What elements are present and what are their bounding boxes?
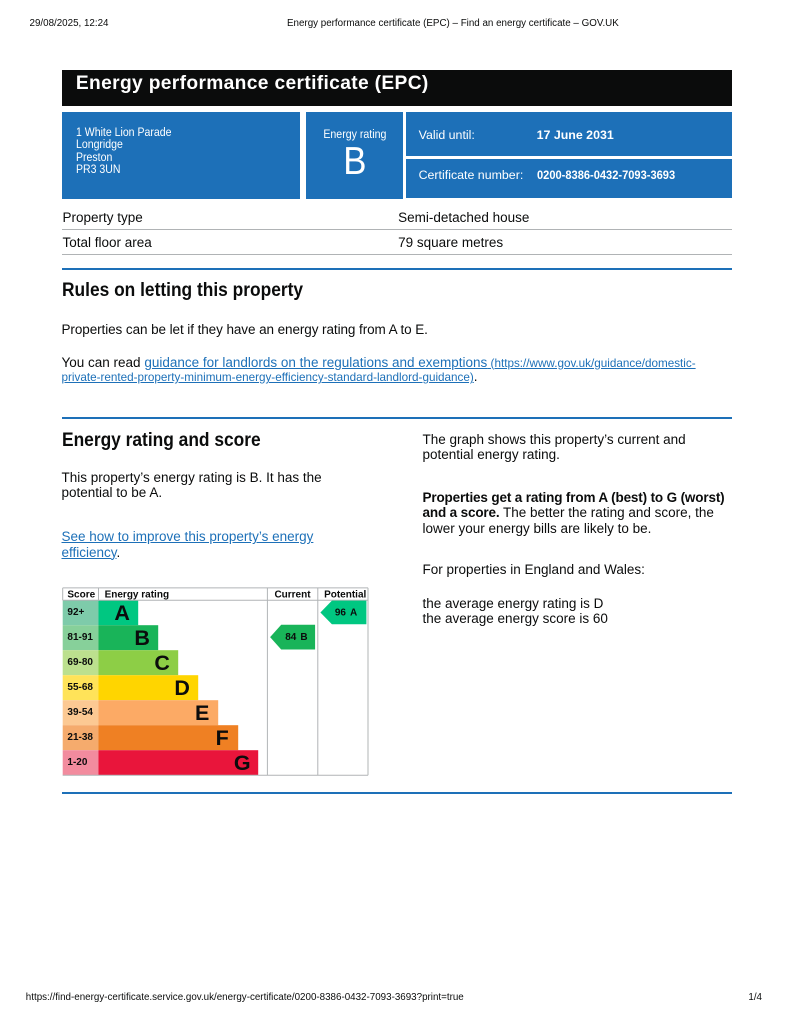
svg-text:Score: Score — [67, 590, 95, 601]
svg-text:A: A — [350, 607, 357, 618]
svg-text:D: D — [174, 676, 190, 700]
svg-text:84: 84 — [285, 632, 297, 643]
svg-text:E: E — [195, 701, 209, 725]
svg-text:B: B — [300, 632, 307, 643]
svg-text:92+: 92+ — [67, 607, 84, 618]
svg-text:C: C — [154, 651, 170, 675]
svg-text:81-91: 81-91 — [67, 632, 93, 643]
svg-text:G: G — [234, 751, 251, 775]
svg-text:1-20: 1-20 — [67, 757, 87, 768]
svg-text:Energy rating: Energy rating — [105, 590, 169, 601]
svg-text:F: F — [216, 726, 229, 750]
svg-text:96: 96 — [335, 607, 347, 618]
svg-text:55-68: 55-68 — [67, 682, 93, 693]
svg-text:69-80: 69-80 — [67, 657, 93, 668]
svg-text:B: B — [134, 626, 150, 650]
svg-text:Current: Current — [274, 590, 311, 601]
svg-text:39-54: 39-54 — [67, 707, 93, 718]
svg-text:21-38: 21-38 — [67, 732, 93, 743]
svg-text:Potential: Potential — [324, 590, 366, 601]
svg-text:A: A — [114, 601, 130, 625]
